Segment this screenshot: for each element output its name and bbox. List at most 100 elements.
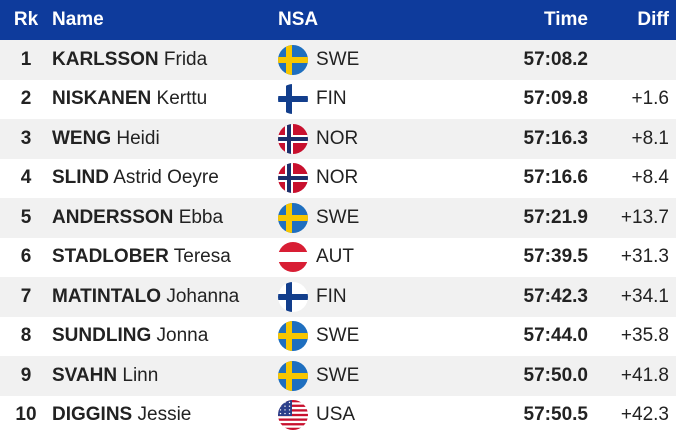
rank-cell: 2 [20,88,32,110]
athlete-name[interactable]: STADLOBER Teresa [52,246,278,268]
rank-cell: 10 [15,404,37,426]
table-row[interactable]: 10 DIGGINS Jessie USA 57:50.5 +42.3 [0,395,676,435]
time-cell: 57:16.3 [523,127,588,149]
time-cell: 57:16.6 [523,167,588,189]
athlete-name[interactable]: SVAHN Linn [52,365,278,387]
athlete-last-name: ANDERSSON [52,206,174,228]
athlete-last-name: STADLOBER [52,246,169,268]
norway-flag-icon [278,163,308,194]
nsa-code: USA [316,404,356,426]
athlete-last-name: SUNDLING [52,325,152,347]
nsa-code: FIN [316,88,347,110]
athlete-first-name: Jessie [137,404,192,426]
athlete-first-name: Ebba [178,206,224,228]
rank-cell: 4 [20,167,32,189]
athlete-last-name: MATINTALO [52,285,162,307]
athlete-name[interactable]: ANDERSSON Ebba [52,207,278,229]
time-cell: 57:42.3 [523,285,588,307]
sweden-flag-icon [278,44,308,75]
diff-cell: +41.8 [620,364,669,386]
table-header: Rk Name NSA Time Diff [0,0,676,40]
rank-cell: 3 [20,127,32,149]
diff-cell: +31.3 [620,246,669,268]
nsa-cell: SWE [278,360,428,391]
nsa-code: SWE [316,206,360,228]
table-row[interactable]: 9 SVAHN Linn SWE 57:50.0 +41.8 [0,356,676,396]
nsa-cell: SWE [278,202,428,233]
diff-cell: +1.6 [631,88,669,110]
usa-flag-icon [278,400,308,431]
athlete-last-name: SLIND [52,167,109,189]
athlete-first-name: Heidi [116,127,160,149]
rank-cell: 6 [20,246,32,268]
rank-cell: 9 [20,364,32,386]
rank-cell: 5 [20,206,32,228]
norway-flag-icon [278,123,308,154]
table-row[interactable]: 2 NISKANEN Kerttu FIN 57:09.8 +1.6 [0,79,676,119]
header-nsa[interactable]: NSA [278,9,319,30]
table-row[interactable]: 8 SUNDLING Jonna SWE 57:44.0 +35.8 [0,316,676,356]
time-cell: 57:09.8 [523,88,588,110]
diff-cell: +13.7 [620,206,669,228]
athlete-first-name: Kerttu [156,88,208,110]
sweden-flag-icon [278,360,308,391]
austria-flag-icon [278,242,308,273]
time-cell: 57:21.9 [523,206,588,228]
athlete-name[interactable]: WENG Heidi [52,128,278,150]
athlete-first-name: Linn [122,364,159,386]
athlete-last-name: NISKANEN [52,88,152,110]
header-rank[interactable]: Rk [13,9,39,30]
athlete-first-name: Astrid Oeyre [113,167,219,189]
nsa-cell: SWE [278,321,428,352]
nsa-code: SWE [316,48,360,70]
nsa-code: NOR [316,127,359,149]
table-body: 1 KARLSSON Frida SWE 57:08.2 2 NISKANEN … [0,40,676,435]
athlete-name[interactable]: NISKANEN Kerttu [52,88,278,110]
diff-cell: +8.1 [631,127,669,149]
table-row[interactable]: 7 MATINTALO Johanna FIN 57:42.3 +34.1 [0,277,676,317]
sweden-flag-icon [278,202,308,233]
rank-cell: 8 [20,325,32,347]
athlete-last-name: WENG [52,127,112,149]
nsa-code: SWE [316,364,360,386]
sweden-flag-icon [278,321,308,352]
table-row[interactable]: 1 KARLSSON Frida SWE 57:08.2 [0,40,676,80]
rank-cell: 7 [20,285,32,307]
time-cell: 57:44.0 [523,325,588,347]
header-diff[interactable]: Diff [637,9,669,30]
athlete-name[interactable]: KARLSSON Frida [52,49,278,71]
table-row[interactable]: 6 STADLOBER Teresa AUT 57:39.5 +31.3 [0,237,676,277]
header-time[interactable]: Time [543,9,588,30]
diff-cell: +35.8 [620,325,669,347]
diff-cell: +8.4 [631,167,669,189]
nsa-cell: USA [278,400,428,431]
nsa-cell: NOR [278,123,428,154]
athlete-name[interactable]: SLIND Astrid Oeyre [52,167,278,189]
diff-cell: +42.3 [620,404,669,426]
time-cell: 57:08.2 [523,48,588,70]
table-row[interactable]: 3 WENG Heidi NOR 57:16.3 +8.1 [0,119,676,159]
header-name[interactable]: Name [52,9,104,30]
finland-flag-icon [278,281,308,312]
athlete-first-name: Jonna [156,325,209,347]
athlete-last-name: KARLSSON [52,48,159,70]
time-cell: 57:39.5 [523,246,588,268]
nsa-cell: NOR [278,163,428,194]
athlete-name[interactable]: SUNDLING Jonna [52,325,278,347]
athlete-last-name: SVAHN [52,364,118,386]
athlete-name[interactable]: MATINTALO Johanna [52,286,278,308]
table-row[interactable]: 4 SLIND Astrid Oeyre NOR 57:16.6 +8.4 [0,158,676,198]
athlete-first-name: Johanna [166,285,240,307]
nsa-code: SWE [316,325,360,347]
time-cell: 57:50.5 [523,404,588,426]
nsa-code: AUT [316,246,354,268]
nsa-cell: FIN [278,281,428,312]
nsa-code: NOR [316,167,359,189]
finland-flag-icon [278,84,308,115]
table-row[interactable]: 5 ANDERSSON Ebba SWE 57:21.9 +13.7 [0,198,676,238]
rank-cell: 1 [20,48,32,70]
athlete-name[interactable]: DIGGINS Jessie [52,404,278,426]
diff-cell: +34.1 [620,285,669,307]
nsa-code: FIN [316,285,347,307]
